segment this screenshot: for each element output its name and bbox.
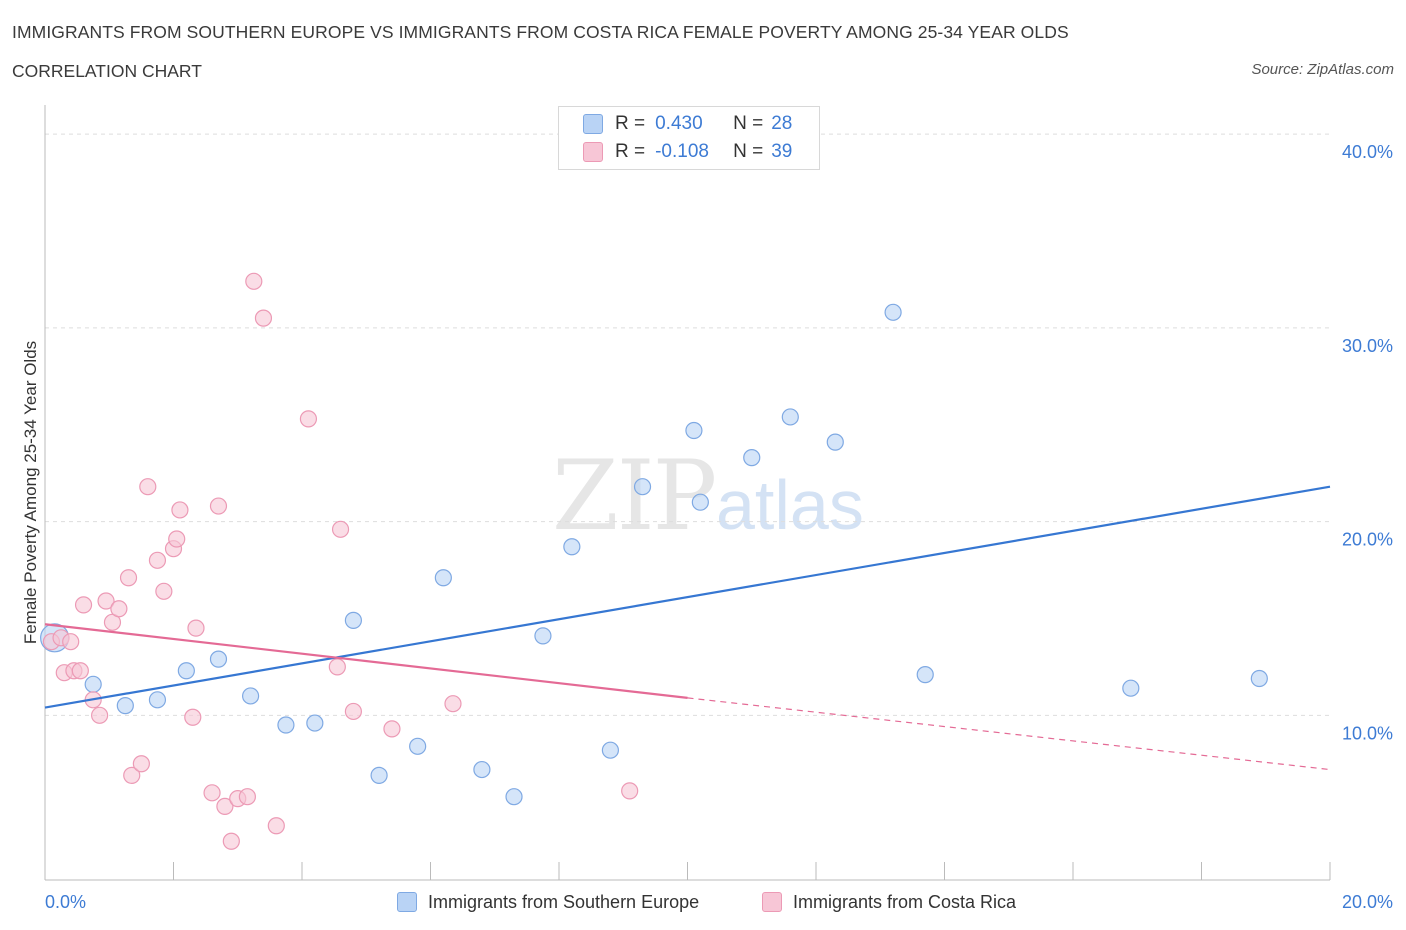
x-tick-label: 20.0% xyxy=(1342,892,1393,912)
southern-europe-point xyxy=(116,697,134,715)
costa-rica-point xyxy=(216,797,234,815)
chart-subtitle: CORRELATION CHART xyxy=(12,61,202,81)
watermark-atlas: atlas xyxy=(716,466,864,544)
costa-rica-point xyxy=(238,788,256,806)
southern-europe-point xyxy=(505,788,523,806)
southern-europe-point xyxy=(1250,669,1268,688)
bottom-legend-costa-rica: Immigrants from Costa Rica xyxy=(762,890,1016,914)
y-tick-label: 30.0% xyxy=(1342,336,1393,356)
legend-swatch-blue xyxy=(583,114,603,134)
southern-europe-point xyxy=(277,716,295,734)
southern-europe-point xyxy=(601,741,620,759)
southern-europe-point xyxy=(409,737,427,755)
y-axis-label: Female Poverty Among 25-34 Year Olds xyxy=(21,341,40,644)
costa-rica-point xyxy=(91,706,109,724)
southern-europe-point xyxy=(685,421,703,440)
legend-r-label: R = xyxy=(615,113,646,134)
southern-europe-point xyxy=(84,675,102,693)
southern-europe-point xyxy=(209,650,228,668)
costa-rica-point xyxy=(621,782,639,800)
legend-n-label: N = xyxy=(733,113,764,134)
costa-rica-point xyxy=(171,501,189,519)
bottom-legend-swatch-pink xyxy=(762,892,782,912)
costa-rica-point xyxy=(71,662,89,680)
costa-rica-point xyxy=(139,478,157,496)
legend-r-value: 0.430 xyxy=(655,113,703,134)
costa-rica-point xyxy=(444,695,462,713)
southern-europe-point xyxy=(177,662,195,680)
bottom-legend-swatch-blue xyxy=(397,892,417,912)
southern-europe-point xyxy=(781,408,799,426)
costa-rica-point xyxy=(187,619,205,637)
southern-europe-point xyxy=(743,449,761,467)
watermark-zip: ZIP xyxy=(552,440,717,552)
southern-europe-point xyxy=(1122,679,1140,697)
costa-rica-trendline-extension xyxy=(687,697,1331,771)
southern-europe-point xyxy=(306,714,324,732)
costa-rica-point xyxy=(344,702,362,721)
costa-rica-point xyxy=(222,832,240,850)
costa-rica-point xyxy=(62,633,80,651)
costa-rica-point xyxy=(123,766,141,784)
legend-n-value: 39 xyxy=(771,141,793,162)
costa-rica-point xyxy=(203,784,221,802)
costa-rica-point xyxy=(97,592,115,610)
costa-rica-point xyxy=(331,520,350,538)
southern-europe-point xyxy=(884,303,902,321)
legend-r-value: -0.108 xyxy=(655,141,709,162)
source-credit: Source: ZipAtlas.com xyxy=(1251,61,1394,78)
southern-europe-point xyxy=(633,478,652,496)
southern-europe-point xyxy=(370,766,388,784)
southern-europe-trendline xyxy=(44,485,1331,709)
southern-europe-point xyxy=(473,760,491,779)
costa-rica-point xyxy=(209,497,228,515)
costa-rica-point xyxy=(299,410,318,428)
legend-n-value: 28 xyxy=(771,113,793,134)
bottom-legend-label: Immigrants from Southern Europe xyxy=(428,891,700,912)
southern-europe-point xyxy=(242,687,260,705)
y-tick-label: 10.0% xyxy=(1342,723,1393,743)
costa-rica-point xyxy=(110,600,128,618)
costa-rica-point xyxy=(267,817,285,835)
legend-row-southern-europe: R = 0.430 N = 28 xyxy=(583,111,792,137)
legend-swatch-pink xyxy=(583,142,603,162)
legend-n-label: N = xyxy=(733,141,764,162)
costa-rica-point xyxy=(254,309,273,327)
x-tick-label: 0.0% xyxy=(45,892,86,912)
costa-rica-point xyxy=(155,582,173,600)
southern-europe-point xyxy=(344,611,362,629)
y-tick-label: 20.0% xyxy=(1342,530,1393,550)
costa-rica-point xyxy=(383,720,401,738)
bottom-legend-label: Immigrants from Costa Rica xyxy=(793,891,1017,912)
costa-rica-point xyxy=(245,272,263,290)
southern-europe-point xyxy=(826,433,844,451)
y-tick-label: 40.0% xyxy=(1342,142,1393,162)
costa-rica-point xyxy=(168,530,186,548)
southern-europe-point xyxy=(691,493,709,511)
costa-rica-point xyxy=(184,708,202,726)
legend-row-costa-rica: R = -0.108 N = 39 xyxy=(583,139,792,165)
bottom-legend-southern-europe: Immigrants from Southern Europe xyxy=(397,890,699,914)
correlation-legend: R = 0.430 N = 28 R = -0.108 N = 39 xyxy=(558,106,820,170)
southern-europe-point xyxy=(148,691,167,709)
chart-title: IMMIGRANTS FROM SOUTHERN EUROPE VS IMMIG… xyxy=(12,22,1069,42)
costa-rica-point xyxy=(148,551,167,569)
costa-rica-point xyxy=(328,658,346,676)
southern-europe-point xyxy=(534,627,552,645)
southern-europe-point xyxy=(916,666,934,684)
costa-rica-point xyxy=(74,596,93,614)
costa-rica-trendline xyxy=(44,623,688,699)
southern-europe-point xyxy=(434,569,452,587)
southern-europe-point xyxy=(563,538,581,556)
legend-r-label: R = xyxy=(615,141,646,162)
costa-rica-point xyxy=(132,755,150,773)
costa-rica-point xyxy=(119,569,138,587)
